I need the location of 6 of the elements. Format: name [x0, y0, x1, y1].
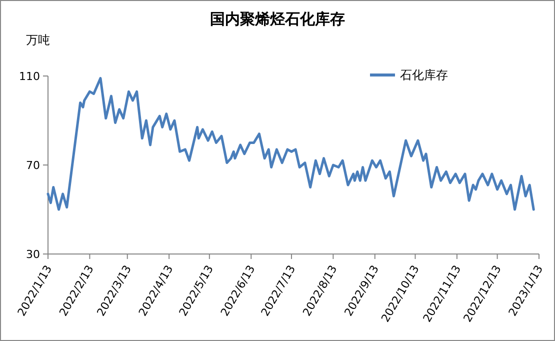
chart-title: 国内聚烯烃石化库存	[210, 10, 345, 28]
y-tick-label: 30	[26, 248, 40, 261]
y-tick-label: 70	[26, 159, 40, 172]
y-axis-title: 万吨	[26, 33, 50, 47]
y-tick-label: 110	[19, 70, 40, 83]
legend-label: 石化库存	[400, 68, 448, 82]
